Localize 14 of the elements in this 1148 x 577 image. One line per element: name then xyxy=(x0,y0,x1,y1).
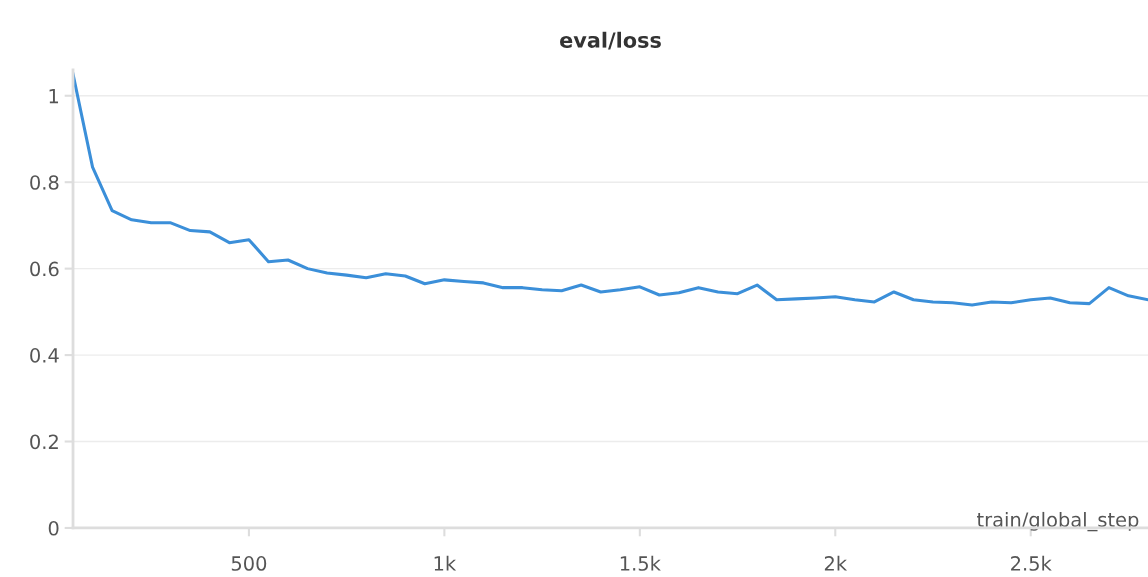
y-tick-label: 0 xyxy=(48,520,59,536)
x-axis-title: train/global_step xyxy=(977,511,1139,532)
x-tick-label: 2k xyxy=(824,555,848,571)
y-tick-label: 0.6 xyxy=(30,261,59,277)
x-tick-label: 2.5k xyxy=(1011,555,1052,571)
x-tick-label: 1k xyxy=(434,555,457,571)
x-tick-label: 500 xyxy=(231,556,267,571)
x-tick-label: 1.5k xyxy=(620,555,661,571)
line-series xyxy=(73,72,1148,307)
y-tick-label: 1 xyxy=(49,88,59,104)
y-tick-label: 0.4 xyxy=(30,348,59,363)
y-tick-label: 0.8 xyxy=(30,175,59,190)
y-tick-label: 0.2 xyxy=(30,434,58,450)
chart-title: eval/loss xyxy=(560,31,661,50)
